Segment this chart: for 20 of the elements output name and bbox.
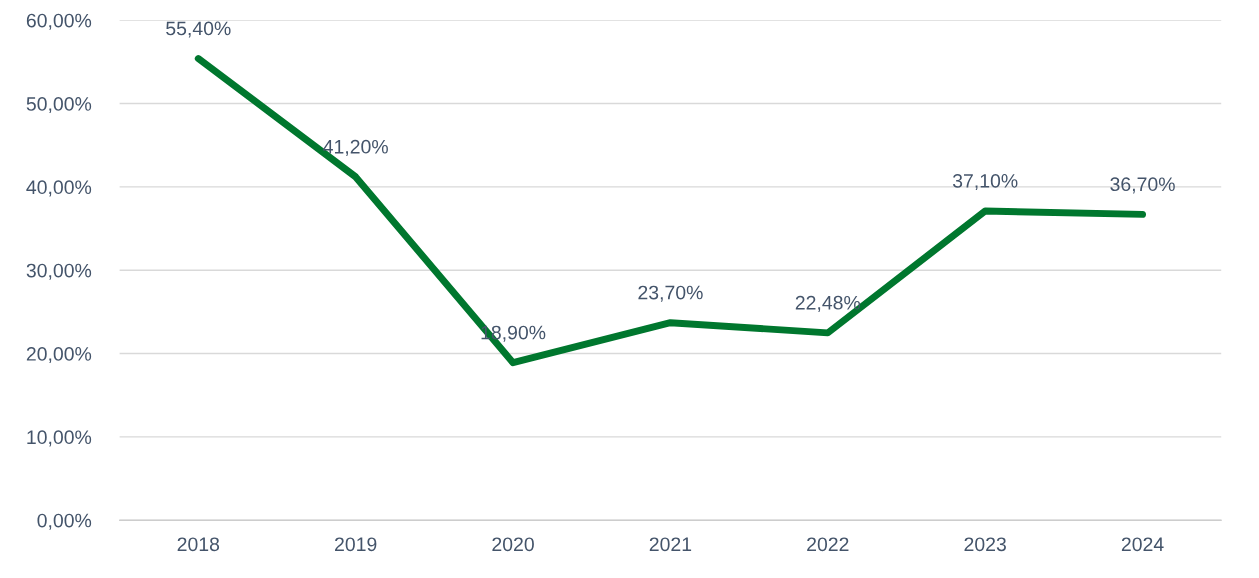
- x-tick-label: 2024: [1121, 537, 1164, 552]
- y-tick-label: 0,00%: [37, 513, 92, 530]
- x-tick-label: 2019: [335, 537, 377, 552]
- x-tick-label: 2021: [649, 537, 692, 552]
- x-tick-label: 2023: [964, 537, 1006, 552]
- x-tick-label: 2018: [177, 537, 220, 552]
- y-tick-label: 30,00%: [26, 263, 92, 280]
- data-label: 22,48%: [795, 295, 861, 312]
- y-tick-label: 50,00%: [26, 97, 92, 114]
- y-tick-label: 40,00%: [26, 180, 92, 197]
- data-label: 36,70%: [1110, 177, 1175, 194]
- y-tick-label: 10,00%: [27, 430, 92, 447]
- x-tick-label: 2022: [807, 537, 849, 552]
- data-label: 23,70%: [638, 285, 703, 302]
- x-tick-label: 2020: [492, 537, 534, 552]
- data-label: 55,40%: [166, 21, 231, 38]
- y-tick-label: 20,00%: [26, 347, 92, 364]
- data-label: 37,10%: [952, 174, 1018, 191]
- data-label: 41,20%: [323, 139, 388, 156]
- y-tick-label: 60,00%: [26, 13, 92, 30]
